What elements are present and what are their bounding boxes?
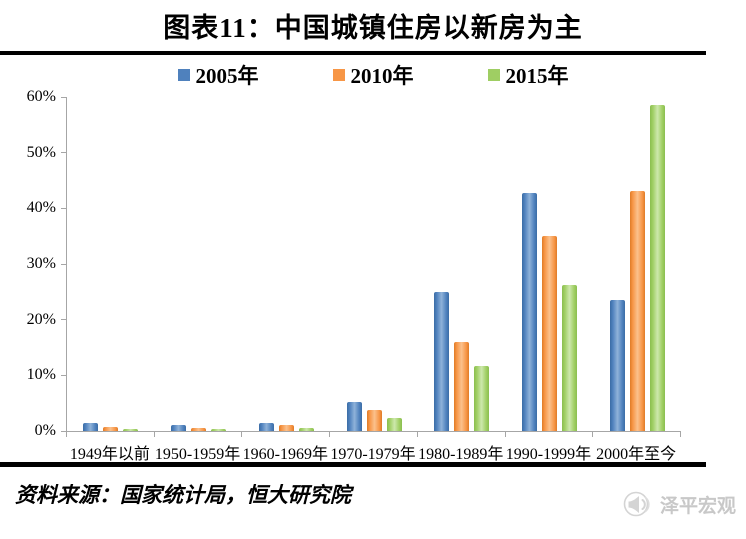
bar-group	[418, 97, 506, 431]
plot-area	[66, 97, 681, 432]
top-divider	[0, 51, 706, 55]
x-category-label: 1950-1959年	[154, 446, 241, 463]
x-tick-mark	[241, 432, 243, 437]
legend-swatch-2010	[332, 69, 345, 81]
y-tick-label: 40%	[26, 199, 56, 217]
x-tick-mark	[592, 432, 594, 437]
source-note: 资料来源：国家统计局，恒大研究院	[15, 483, 351, 507]
legend-label-2015: 2015年	[505, 64, 569, 88]
bar-group	[242, 97, 330, 431]
x-category-label: 1970-1979年	[330, 446, 416, 463]
legend-item-2005: 2005年	[177, 60, 259, 90]
bar	[649, 105, 665, 431]
y-tick-mark	[61, 430, 66, 432]
x-tick-mark	[153, 432, 155, 437]
bar	[609, 299, 625, 431]
megaphone-icon	[623, 491, 650, 517]
y-tick-mark	[61, 319, 66, 321]
figure-title: 图表11：中国城镇住房以新房为主	[163, 13, 583, 43]
x-tick-mark	[66, 432, 67, 437]
bar	[629, 190, 645, 431]
y-tick-label: 50%	[26, 143, 56, 161]
bottom-divider	[0, 462, 706, 467]
bar-group	[593, 97, 681, 431]
y-tick-mark	[61, 152, 66, 154]
y-tick-label: 10%	[26, 366, 56, 384]
bar	[298, 427, 314, 431]
legend-label-2005: 2005年	[195, 64, 259, 88]
bar	[474, 366, 490, 431]
bar	[434, 292, 450, 431]
bar-group	[155, 97, 243, 431]
legend-swatch-2005	[177, 69, 190, 81]
y-tick-mark	[61, 374, 66, 376]
bar	[103, 426, 119, 431]
bar	[171, 425, 187, 431]
y-tick-label: 0%	[34, 422, 56, 439]
x-tick-mark	[504, 432, 506, 437]
bar-group	[330, 97, 418, 431]
y-tick-label: 60%	[26, 88, 56, 105]
y-tick-label: 20%	[26, 310, 56, 328]
y-tick-mark	[61, 96, 66, 98]
y-tick-label: 30%	[26, 255, 56, 272]
bar	[258, 423, 274, 431]
bar	[561, 285, 577, 431]
bar	[346, 402, 362, 431]
watermark: 泽平宏观	[623, 489, 736, 519]
bar	[366, 410, 382, 431]
bar	[386, 417, 402, 431]
bar	[541, 236, 557, 431]
bar	[521, 192, 537, 431]
x-category-label: 1960-1969年	[242, 446, 328, 463]
x-category-label: 1990-1999年	[505, 446, 592, 463]
legend-swatch-2015	[487, 69, 500, 81]
watermark-label: 泽平宏观	[659, 495, 736, 517]
bar-group	[506, 97, 594, 431]
x-tick-mark	[680, 432, 681, 437]
bar	[191, 427, 207, 431]
y-tick-mark	[61, 263, 66, 265]
chart-legend: 2005年 2010年 2015年	[0, 60, 746, 90]
y-tick-mark	[61, 207, 66, 209]
x-category-label: 1949年以前	[69, 446, 150, 463]
x-axis-labels: 1949年以前 1950-1959年 1960-1969年 1970-1979年 198…	[66, 440, 680, 464]
x-tick-mark	[416, 432, 418, 437]
bar	[454, 341, 470, 431]
legend-label-2010: 2010年	[350, 64, 414, 88]
x-category-label: 2000年至今	[596, 446, 677, 463]
legend-item-2010: 2010年	[332, 60, 414, 90]
bar	[278, 425, 294, 431]
bar	[83, 423, 99, 431]
x-tick-mark	[329, 432, 331, 437]
bar	[123, 428, 139, 431]
bar	[211, 429, 227, 431]
x-category-label: 1980-1989年	[418, 446, 504, 463]
bar-group	[67, 97, 155, 431]
legend-item-2015: 2015年	[487, 60, 569, 90]
